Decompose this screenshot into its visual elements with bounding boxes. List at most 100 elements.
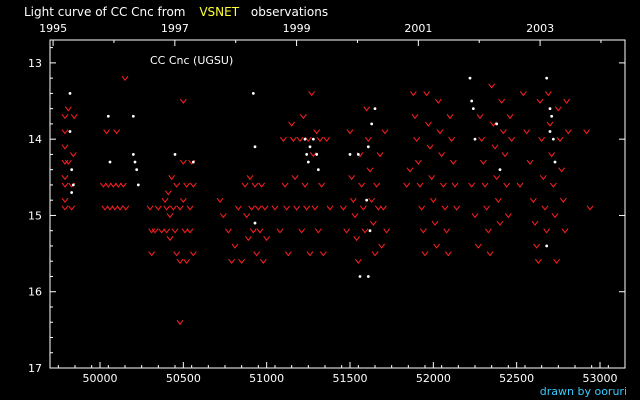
observation-point — [131, 153, 135, 156]
fainter-than-point — [503, 182, 511, 188]
fainter-than-point — [516, 182, 524, 188]
observation-point — [108, 160, 112, 164]
fainter-than-point — [546, 121, 554, 127]
observation-point — [373, 107, 377, 111]
observation-point — [316, 168, 320, 172]
x-tick-label: 51500 — [333, 372, 368, 385]
fainter-than-point — [551, 213, 559, 219]
fainter-than-point — [176, 258, 184, 265]
fainter-than-point — [166, 236, 174, 242]
x-tick-label: 52000 — [416, 372, 451, 385]
fainter-than-point — [413, 136, 421, 142]
fainter-than-point — [374, 205, 382, 211]
title-prefix: Light curve of CC Cnc from — [24, 5, 185, 19]
fainter-than-point — [254, 205, 262, 211]
fainter-than-point — [111, 205, 119, 211]
fainter-than-point — [164, 190, 172, 196]
fainter-than-point — [346, 129, 354, 135]
fainter-than-point — [248, 205, 256, 211]
fainter-than-point — [148, 228, 156, 234]
fainter-than-point — [409, 91, 417, 97]
fainter-than-point — [306, 251, 314, 257]
fainter-than-point — [119, 182, 127, 188]
fainter-than-point — [289, 136, 297, 142]
fainter-than-point — [363, 106, 371, 112]
fainter-than-point — [406, 167, 414, 173]
observation-point — [348, 153, 352, 156]
fainter-than-point — [176, 319, 184, 326]
fainter-than-point — [444, 251, 452, 257]
fainter-than-point — [558, 167, 566, 173]
fainter-than-point — [113, 129, 121, 135]
observation-point — [550, 114, 554, 118]
fainter-than-point — [559, 197, 567, 204]
observation-point — [68, 91, 72, 95]
fainter-than-point — [489, 121, 497, 127]
fainter-than-point — [381, 129, 389, 135]
fainter-than-point — [183, 258, 191, 265]
fainter-than-point — [61, 205, 69, 211]
fainter-than-point — [298, 228, 306, 234]
fainter-than-point — [366, 167, 374, 173]
fainter-than-point — [231, 243, 239, 249]
fainter-than-point — [173, 251, 181, 257]
fainter-than-point — [146, 205, 154, 211]
fainter-than-point — [61, 197, 69, 204]
fainter-than-point — [498, 98, 506, 104]
fainter-than-point — [258, 182, 266, 188]
observation-point — [468, 76, 472, 80]
fainter-than-point — [173, 182, 181, 188]
observation-point — [356, 153, 360, 156]
observation-point — [495, 122, 499, 126]
fainter-than-point — [179, 159, 187, 165]
fainter-than-point — [376, 152, 384, 158]
observation-point — [308, 145, 312, 149]
observation-point — [366, 145, 370, 149]
fainter-than-point — [349, 197, 357, 204]
fainter-than-point — [69, 152, 77, 158]
fainter-than-point — [448, 136, 456, 142]
fainter-than-point — [261, 205, 269, 211]
fainter-than-point — [373, 182, 381, 188]
fainter-than-point — [296, 136, 304, 142]
fainter-than-point — [449, 159, 457, 165]
fainter-than-point — [586, 205, 594, 211]
fainter-than-point — [309, 152, 317, 158]
observation-point — [253, 221, 257, 225]
fainter-than-point — [70, 113, 78, 120]
fainter-than-point — [441, 205, 449, 211]
fainter-than-point — [224, 228, 232, 234]
fainter-than-point — [564, 129, 572, 135]
observation-point — [370, 122, 374, 126]
observation-point — [553, 160, 557, 164]
fainter-than-point — [403, 182, 411, 188]
observation-point — [315, 153, 319, 156]
positive-observation-markers — [68, 76, 557, 278]
fainter-than-point — [313, 129, 321, 135]
fainter-than-point — [529, 197, 537, 204]
observation-point — [471, 107, 475, 111]
fainter-than-point — [303, 205, 311, 211]
year-tick-label: 2003 — [526, 22, 554, 35]
fainter-than-point — [474, 243, 482, 249]
y-axis: 13 14 15 16 17 — [28, 47, 625, 375]
fainter-than-point — [103, 129, 111, 135]
fainter-than-point — [411, 113, 419, 120]
fainter-than-point — [416, 182, 424, 188]
y-tick-label: 13 — [28, 57, 42, 70]
fainter-than-point — [288, 121, 296, 127]
fainter-than-point — [371, 251, 379, 257]
plot-frame — [49, 39, 626, 369]
fainter-than-point — [281, 182, 289, 188]
observation-point — [131, 114, 135, 118]
fainter-than-point — [314, 228, 322, 234]
fainter-than-point — [508, 136, 516, 142]
fainter-than-point — [368, 197, 376, 204]
fainter-than-point — [283, 205, 291, 211]
fainter-than-point — [536, 98, 544, 104]
x-axis: 50000 50500 51000 51500 52000 52500 53000 — [57, 362, 626, 385]
fainter-than-point — [539, 175, 547, 181]
fainter-than-point — [419, 228, 427, 234]
fainter-than-point — [308, 91, 316, 97]
